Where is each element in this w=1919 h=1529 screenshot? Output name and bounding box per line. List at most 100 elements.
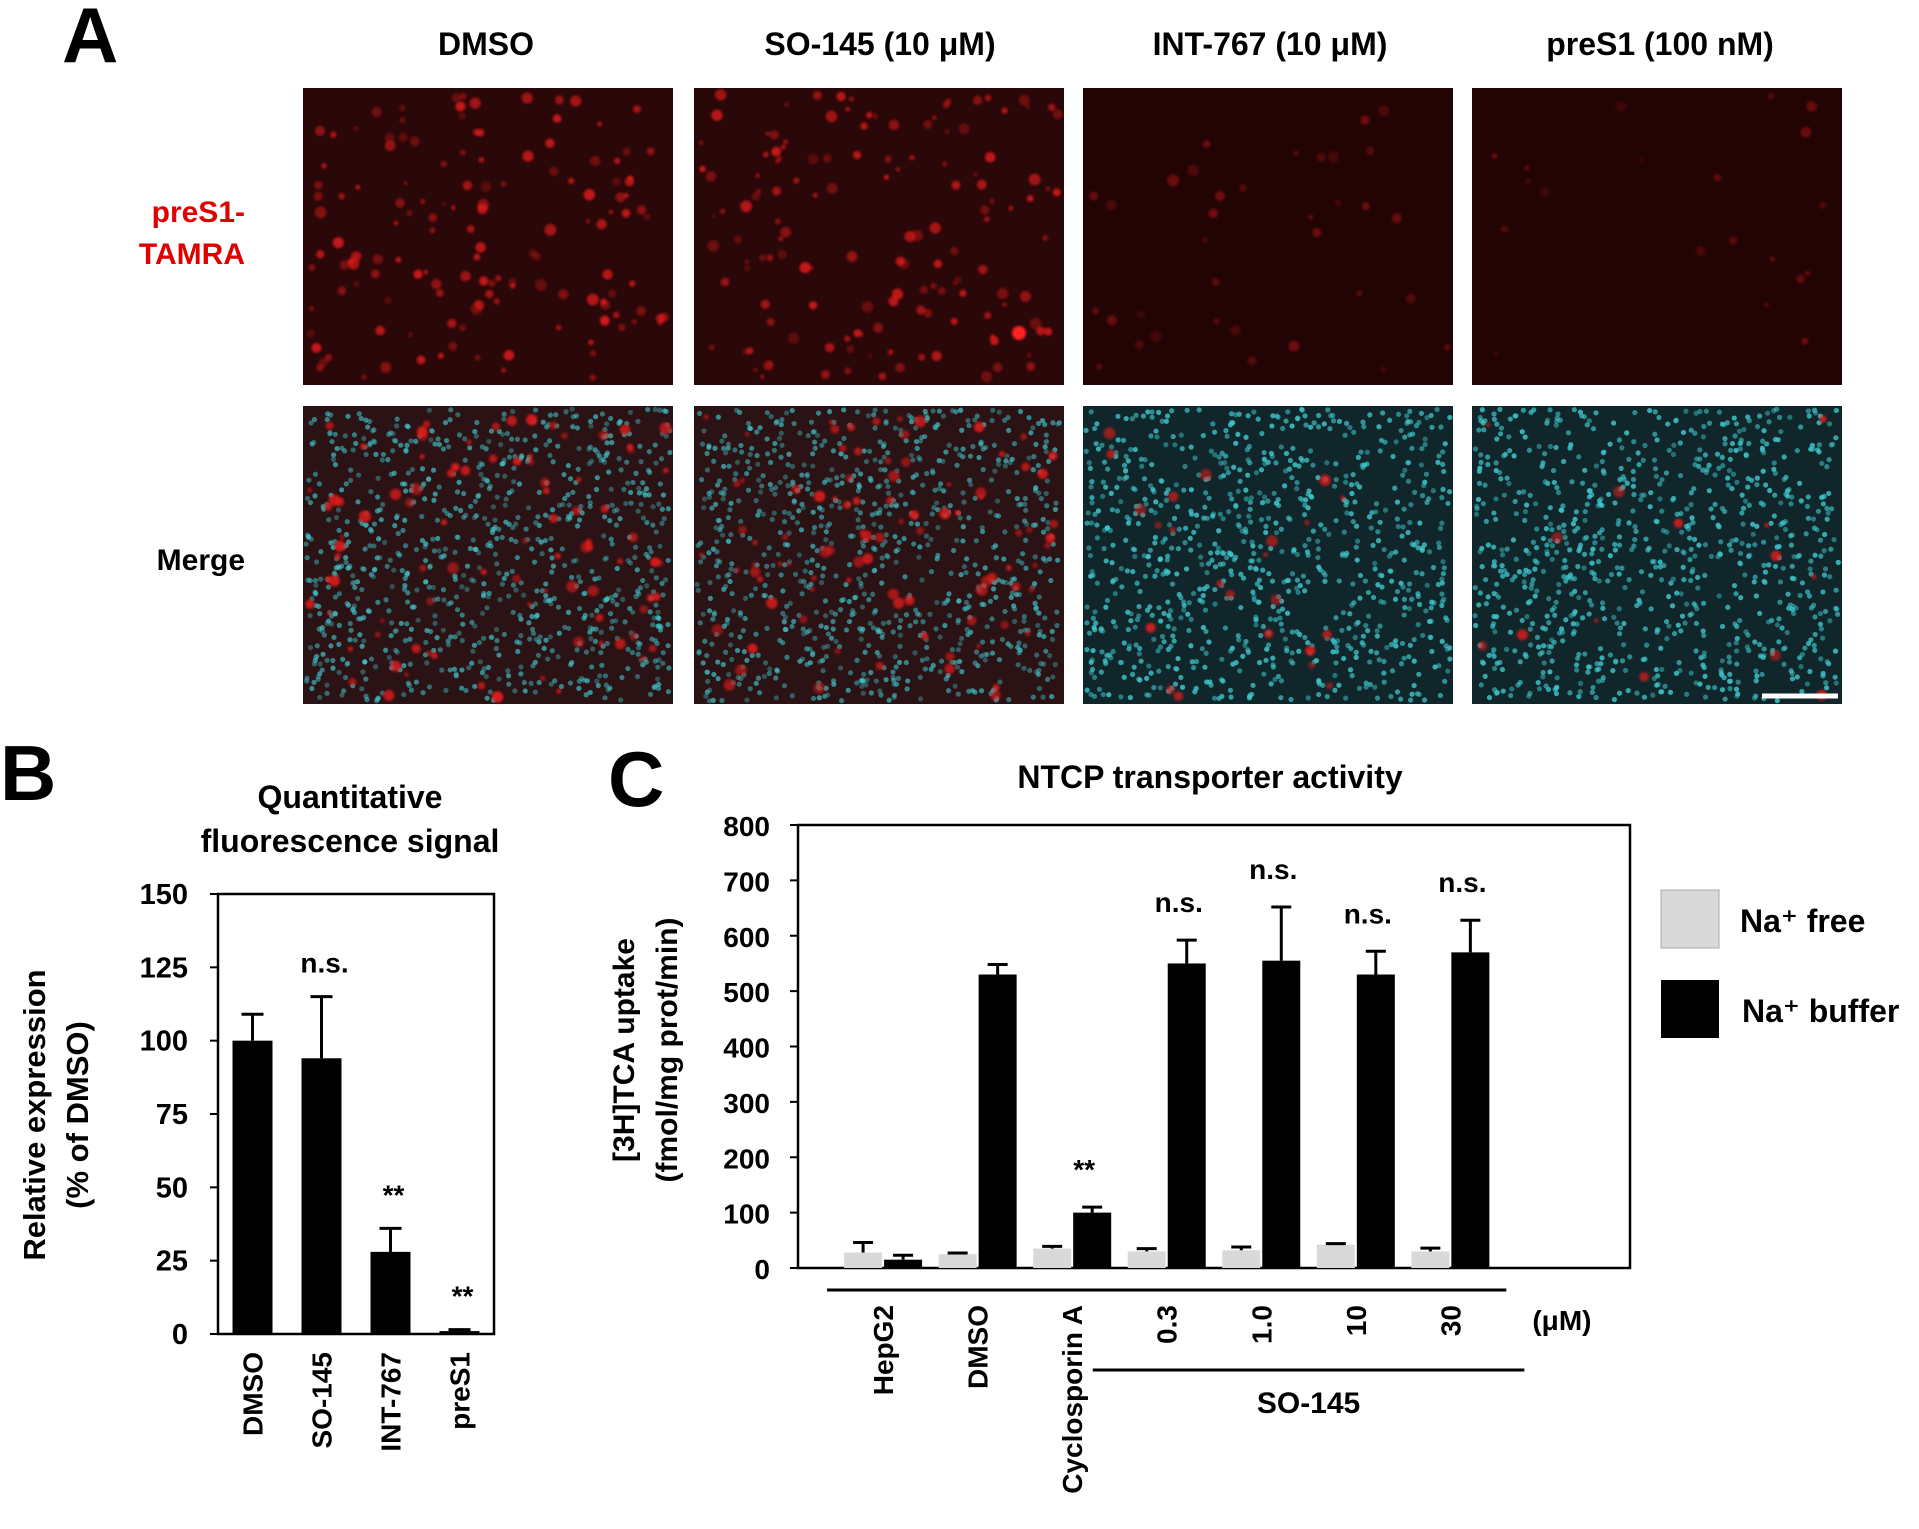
nucleus-dot xyxy=(627,605,633,612)
nucleus-dot xyxy=(883,418,889,425)
nucleus-dot xyxy=(1760,438,1766,444)
merge-red-spot xyxy=(325,576,331,583)
nucleus-dot xyxy=(1680,564,1686,570)
nucleus-dot xyxy=(368,489,374,495)
nucleus-dot xyxy=(333,514,340,521)
merge-red-spot xyxy=(832,495,838,502)
nucleus-dot xyxy=(1418,462,1425,468)
nucleus-dot xyxy=(1499,552,1506,558)
nucleus-dot xyxy=(1197,586,1203,592)
nucleus-dot xyxy=(514,639,520,645)
nucleus-dot xyxy=(542,512,549,518)
nucleus-dot xyxy=(646,449,652,455)
nucleus-dot xyxy=(1832,674,1838,680)
nucleus-dot xyxy=(1776,639,1782,645)
tamra-spot xyxy=(1308,214,1314,220)
micrograph-tamra-3 xyxy=(1083,88,1453,385)
nucleus-dot xyxy=(309,685,315,692)
nucleus-dot xyxy=(1522,651,1528,658)
nucleus-dot xyxy=(988,477,995,483)
nucleus-dot xyxy=(657,543,663,549)
nucleus-dot xyxy=(804,471,810,478)
nucleus-dot xyxy=(1171,638,1177,644)
nucleus-dot xyxy=(1100,493,1106,499)
nucleus-dot xyxy=(510,609,516,615)
nucleus-dot xyxy=(1021,618,1027,624)
nucleus-dot xyxy=(484,695,490,701)
nucleus-dot xyxy=(532,689,538,695)
nucleus-dot xyxy=(805,486,811,492)
nucleus-dot xyxy=(423,541,429,547)
nucleus-dot xyxy=(1789,670,1795,677)
nucleus-dot xyxy=(943,449,949,455)
nucleus-dot xyxy=(1811,602,1817,608)
nucleus-dot xyxy=(1340,610,1346,616)
nucleus-dot xyxy=(1405,529,1411,536)
nucleus-dot xyxy=(1212,564,1219,570)
nucleus-dot xyxy=(1494,421,1500,427)
nucleus-dot xyxy=(892,654,898,660)
nucleus-dot xyxy=(913,438,920,445)
nucleus-dot xyxy=(1033,485,1039,491)
nucleus-dot xyxy=(1099,649,1105,655)
nucleus-dot xyxy=(351,432,358,438)
nucleus-dot xyxy=(1035,671,1041,677)
nucleus-dot xyxy=(1789,532,1795,538)
nucleus-dot xyxy=(1424,582,1430,588)
nucleus-dot xyxy=(732,447,738,453)
nucleus-dot xyxy=(854,467,860,473)
x-tick-label: 30 xyxy=(1435,1305,1466,1336)
nucleus-dot xyxy=(1494,581,1500,587)
nucleus-dot xyxy=(562,495,568,502)
nucleus-dot xyxy=(706,550,712,556)
tamra-spot xyxy=(1096,363,1102,370)
nucleus-dot xyxy=(1624,430,1630,436)
tamra-spot xyxy=(780,226,791,238)
nucleus-dot xyxy=(447,512,453,519)
nucleus-dot xyxy=(594,608,600,614)
nucleus-dot xyxy=(808,581,814,587)
merge-red-spot xyxy=(1319,474,1331,486)
nucleus-dot xyxy=(1033,606,1039,612)
merge-red-spot xyxy=(492,691,504,703)
nucleus-dot xyxy=(1014,495,1020,502)
tamra-spot xyxy=(1208,208,1218,219)
nucleus-dot xyxy=(1395,523,1401,530)
nucleus-dot xyxy=(848,533,854,539)
nucleus-dot xyxy=(927,611,933,617)
nucleus-dot xyxy=(1541,660,1547,666)
merge-red-spot xyxy=(852,496,861,505)
nucleus-dot xyxy=(1684,691,1690,697)
nucleus-dot xyxy=(1149,409,1155,415)
nucleus-dot xyxy=(1116,475,1123,481)
nucleus-dot xyxy=(328,540,334,546)
nucleus-dot xyxy=(1550,467,1557,474)
nucleus-dot xyxy=(652,658,659,664)
tamra-spot xyxy=(596,219,607,230)
nucleus-dot xyxy=(1170,433,1176,440)
nucleus-dot xyxy=(451,666,458,672)
nucleus-dot xyxy=(1581,565,1587,571)
nucleus-dot xyxy=(595,682,601,689)
tamra-spot xyxy=(321,163,327,169)
nucleus-dot xyxy=(1295,589,1301,596)
tamra-spot xyxy=(633,105,641,114)
nucleus-dot xyxy=(307,577,313,584)
nucleus-dot xyxy=(1149,414,1155,420)
nucleus-dot xyxy=(1592,533,1598,539)
nucleus-dot xyxy=(1659,508,1665,514)
tamra-spot xyxy=(548,166,559,177)
tamra-spot xyxy=(1215,191,1225,202)
nucleus-dot xyxy=(1631,491,1637,498)
nucleus-dot xyxy=(726,572,732,578)
nucleus-dot xyxy=(1710,515,1716,521)
nucleus-dot xyxy=(1115,413,1121,419)
nucleus-dot xyxy=(1763,482,1769,488)
nucleus-dot xyxy=(1569,479,1575,485)
nucleus-dot xyxy=(1159,418,1165,424)
nucleus-dot xyxy=(1030,425,1036,431)
nucleus-dot xyxy=(886,619,892,626)
nucleus-dot xyxy=(1678,628,1684,634)
nucleus-dot xyxy=(1265,642,1272,648)
nucleus-dot xyxy=(1621,642,1627,648)
